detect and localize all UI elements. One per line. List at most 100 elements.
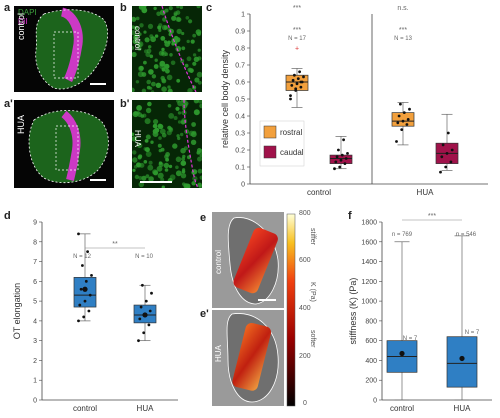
cell-nucleus bbox=[190, 39, 195, 44]
cell-nucleus bbox=[181, 46, 186, 51]
cell-nucleus bbox=[177, 100, 183, 107]
y-tick-label: 400 bbox=[365, 358, 377, 365]
cell-nucleus bbox=[153, 64, 159, 69]
data-point bbox=[90, 274, 93, 277]
y-axis-label: stiffness (K) (Pa) bbox=[348, 278, 358, 345]
dii-magenta-signal bbox=[61, 110, 81, 181]
y-axis-label: relative cell body density bbox=[220, 49, 230, 148]
panel-label-f: f bbox=[348, 210, 352, 222]
legend-dii: DiI bbox=[18, 17, 28, 26]
y-tick-label: 5 bbox=[33, 299, 37, 306]
data-point bbox=[150, 291, 153, 295]
data-point bbox=[148, 309, 152, 313]
cell-nucleus bbox=[132, 132, 135, 137]
cell-nucleus bbox=[192, 61, 197, 66]
data-point bbox=[79, 287, 83, 291]
sig-label: *** bbox=[428, 213, 436, 220]
sig-label: *** bbox=[293, 5, 301, 12]
cell-nucleus bbox=[154, 58, 158, 62]
cell-nucleus bbox=[132, 150, 137, 155]
cell-nucleus bbox=[158, 162, 164, 168]
cell-nucleus bbox=[196, 148, 202, 153]
cell-nucleus bbox=[165, 68, 170, 74]
x-category-label: HUA bbox=[417, 188, 435, 197]
cell-nucleus bbox=[147, 101, 152, 107]
cell-nucleus bbox=[197, 182, 202, 188]
cell-nucleus bbox=[180, 160, 187, 166]
data-point bbox=[138, 317, 142, 321]
cell-nucleus bbox=[138, 32, 142, 36]
data-point bbox=[408, 107, 411, 111]
cell-nucleus bbox=[134, 174, 140, 180]
y-axis-label: OT elongation bbox=[12, 283, 22, 339]
data-point bbox=[337, 148, 340, 152]
y-tick-label: 1800 bbox=[361, 220, 377, 227]
data-point bbox=[395, 140, 398, 143]
cell-nucleus bbox=[159, 63, 165, 69]
cell-nucleus bbox=[193, 109, 200, 116]
cell-nucleus bbox=[199, 103, 202, 109]
cell-nucleus bbox=[141, 175, 147, 181]
cell-nucleus bbox=[132, 38, 138, 45]
cell-nucleus bbox=[139, 23, 144, 28]
cell-nucleus bbox=[192, 176, 198, 182]
cell-nucleus bbox=[157, 25, 162, 30]
y-tick-label: 1000 bbox=[361, 299, 377, 306]
cell-nucleus bbox=[196, 71, 202, 78]
cell-nucleus bbox=[144, 139, 149, 143]
cell-nucleus bbox=[164, 63, 170, 70]
cell-nucleus bbox=[175, 46, 182, 52]
cell-nucleus bbox=[137, 142, 143, 149]
cell-nucleus bbox=[186, 39, 190, 44]
cell-nucleus bbox=[180, 120, 186, 125]
cell-nucleus bbox=[164, 41, 170, 47]
panel-label-b-prime: b' bbox=[120, 98, 130, 110]
cell-nucleus bbox=[192, 33, 197, 38]
cell-nucleus bbox=[181, 31, 185, 36]
inset-box bbox=[53, 31, 79, 79]
cell-nucleus bbox=[161, 78, 166, 83]
cell-nucleus bbox=[169, 174, 176, 181]
data-point bbox=[289, 94, 292, 97]
n-label: N = 10 bbox=[135, 254, 154, 260]
legend-label-rostral: rostral bbox=[280, 128, 302, 137]
cell-nucleus bbox=[132, 168, 136, 172]
mean-marker bbox=[142, 312, 148, 318]
data-point bbox=[83, 299, 87, 303]
cell-nucleus bbox=[145, 174, 150, 179]
cell-nucleus bbox=[150, 140, 154, 144]
cell-nucleus bbox=[177, 136, 181, 141]
cell-nucleus bbox=[144, 37, 150, 43]
data-point bbox=[342, 138, 345, 142]
cell-nucleus bbox=[133, 25, 139, 31]
y-tick-label: 9 bbox=[33, 220, 37, 227]
y-tick-label: 8 bbox=[33, 239, 37, 246]
data-point bbox=[402, 111, 406, 114]
data-point bbox=[139, 305, 143, 309]
micrograph-hua-inset: HUA bbox=[132, 100, 202, 188]
cell-nucleus bbox=[177, 120, 182, 124]
cell-nucleus bbox=[148, 45, 152, 49]
legend-label-caudal: caudal bbox=[280, 148, 304, 157]
cell-nucleus bbox=[168, 6, 173, 11]
cell-nucleus bbox=[154, 34, 159, 38]
box bbox=[73, 277, 97, 308]
cell-nucleus bbox=[148, 160, 153, 165]
n-label: n = 769 bbox=[392, 232, 413, 238]
stiffness-map-hua: HUA bbox=[212, 310, 284, 406]
y-tick-label: 200 bbox=[365, 378, 377, 385]
colorbar-tick: 600 bbox=[299, 257, 311, 264]
cell-nucleus bbox=[173, 37, 180, 43]
y-tick-label: 600 bbox=[365, 338, 377, 345]
cell-nucleus bbox=[145, 52, 151, 58]
data-point bbox=[87, 309, 91, 313]
y-tick-label: 1600 bbox=[361, 239, 377, 246]
data-point bbox=[335, 155, 339, 159]
cell-nucleus bbox=[173, 12, 178, 17]
cell-nucleus bbox=[145, 134, 151, 140]
y-tick-label: 7 bbox=[33, 259, 37, 266]
cell-nucleus bbox=[176, 134, 180, 138]
data-point bbox=[397, 114, 401, 118]
micrograph-hua-tectum: HUA bbox=[14, 100, 114, 188]
